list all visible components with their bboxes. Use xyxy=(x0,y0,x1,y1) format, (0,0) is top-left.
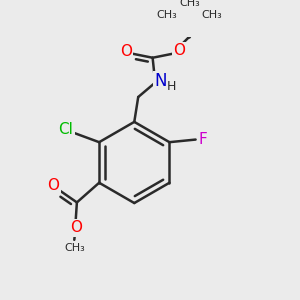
Text: O: O xyxy=(70,220,82,235)
Text: F: F xyxy=(199,132,207,147)
Text: CH₃: CH₃ xyxy=(179,0,200,8)
Text: CH₃: CH₃ xyxy=(201,10,222,20)
Text: Cl: Cl xyxy=(58,122,73,137)
Text: CH₃: CH₃ xyxy=(64,243,85,253)
Text: H: H xyxy=(167,80,176,93)
Text: CH₃: CH₃ xyxy=(157,10,177,20)
Text: O: O xyxy=(47,178,59,194)
Text: O: O xyxy=(174,43,186,58)
Text: O: O xyxy=(120,44,132,59)
Text: N: N xyxy=(154,72,167,90)
